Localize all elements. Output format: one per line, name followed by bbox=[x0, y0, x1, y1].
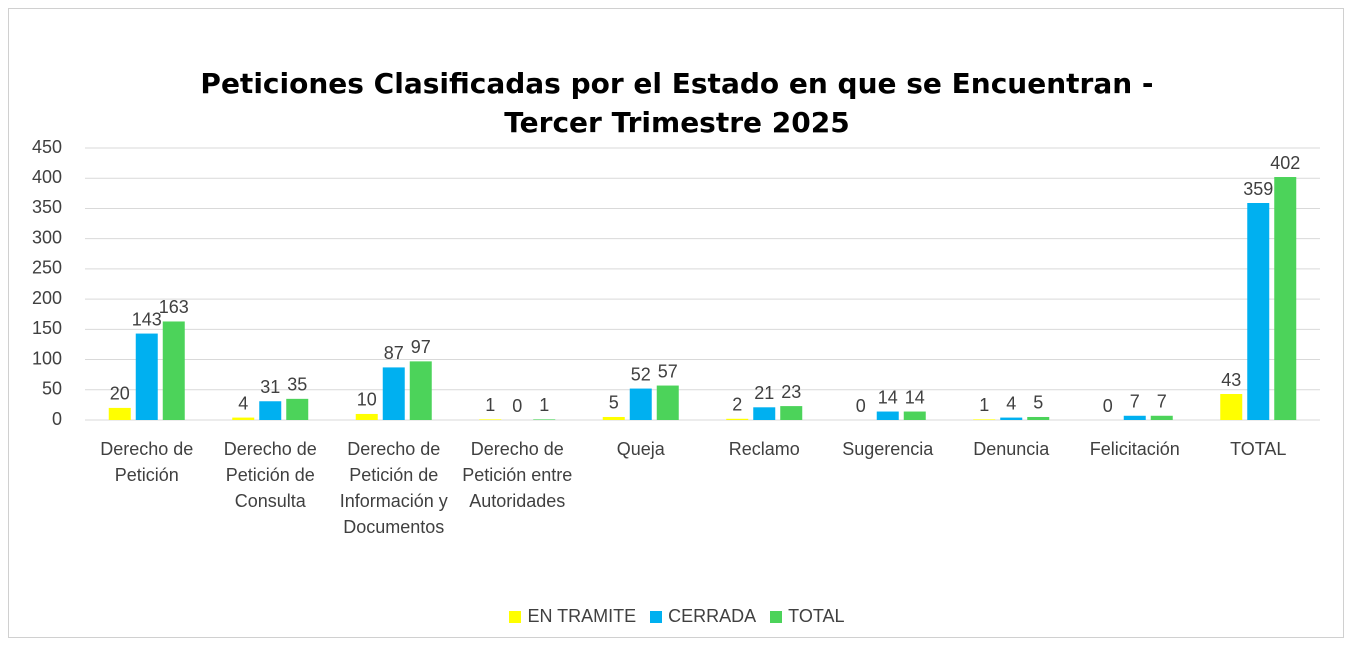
data-label: 2 bbox=[732, 395, 742, 415]
bar bbox=[1150, 415, 1173, 420]
x-tick-label: Sugerencia bbox=[842, 439, 934, 459]
data-label: 87 bbox=[384, 343, 404, 363]
bar bbox=[1247, 203, 1270, 420]
data-label: 57 bbox=[658, 361, 678, 381]
bar bbox=[753, 407, 776, 420]
bar bbox=[726, 418, 749, 420]
y-tick-label: 300 bbox=[32, 227, 62, 247]
legend-item: CERRADA bbox=[650, 606, 756, 627]
data-label: 402 bbox=[1270, 153, 1300, 173]
x-tick-label: Derecho de Petición de Consulta bbox=[223, 439, 317, 511]
bar bbox=[1220, 394, 1243, 420]
bar bbox=[780, 406, 803, 420]
bar bbox=[876, 411, 899, 420]
x-tick-label: Reclamo bbox=[728, 439, 800, 459]
data-label: 359 bbox=[1243, 179, 1273, 199]
data-label: 5 bbox=[1033, 393, 1043, 413]
x-tick-label: Queja bbox=[616, 439, 665, 459]
x-tick-label: Derecho de Petición entre Autoridades bbox=[462, 439, 573, 511]
data-label: 20 bbox=[110, 384, 130, 404]
data-label: 1 bbox=[485, 395, 495, 415]
bar bbox=[259, 401, 282, 420]
legend-item: EN TRAMITE bbox=[509, 606, 636, 627]
data-label: 7 bbox=[1157, 392, 1167, 412]
data-label: 23 bbox=[781, 382, 801, 402]
data-label: 0 bbox=[512, 396, 522, 416]
bar bbox=[162, 321, 185, 420]
bar bbox=[1274, 177, 1297, 420]
bar bbox=[629, 388, 652, 420]
y-tick-label: 350 bbox=[32, 197, 62, 217]
bar bbox=[382, 367, 405, 420]
legend-label: TOTAL bbox=[788, 606, 845, 626]
bar bbox=[1027, 416, 1050, 420]
legend-label: CERRADA bbox=[668, 606, 757, 626]
x-tick-label: Denuncia bbox=[973, 439, 1050, 459]
data-label: 5 bbox=[609, 393, 619, 413]
y-tick-label: 0 bbox=[52, 409, 62, 429]
data-label: 10 bbox=[357, 390, 377, 410]
data-label: 0 bbox=[1103, 396, 1113, 416]
data-label: 14 bbox=[878, 387, 898, 407]
data-label: 143 bbox=[132, 309, 162, 329]
data-label: 163 bbox=[159, 297, 189, 317]
bar bbox=[479, 419, 502, 420]
bar bbox=[286, 398, 309, 420]
bar bbox=[533, 419, 556, 420]
x-tick-label: Derecho de Petición bbox=[100, 439, 194, 485]
data-label: 35 bbox=[287, 375, 307, 395]
y-tick-label: 450 bbox=[32, 137, 62, 157]
x-tick-label: TOTAL bbox=[1230, 439, 1287, 459]
y-tick-label: 250 bbox=[32, 258, 62, 278]
data-label: 4 bbox=[238, 393, 248, 413]
data-label: 14 bbox=[905, 387, 925, 407]
legend-item: TOTAL bbox=[770, 606, 845, 627]
legend-swatch bbox=[770, 610, 783, 623]
bar bbox=[232, 417, 255, 420]
legend-label: EN TRAMITE bbox=[527, 606, 637, 626]
data-label: 0 bbox=[856, 396, 866, 416]
y-tick-label: 50 bbox=[42, 379, 62, 399]
data-label: 1 bbox=[539, 395, 549, 415]
bar bbox=[1123, 415, 1146, 420]
y-tick-label: 400 bbox=[32, 167, 62, 187]
chart-title: Peticiones Clasificadas por el Estado en… bbox=[200, 67, 1154, 139]
data-label: 4 bbox=[1006, 393, 1016, 413]
bar bbox=[1000, 417, 1023, 420]
data-label: 21 bbox=[754, 383, 774, 403]
bar bbox=[409, 361, 432, 420]
bar bbox=[656, 385, 679, 420]
y-tick-label: 150 bbox=[32, 318, 62, 338]
legend-swatch bbox=[509, 610, 522, 623]
data-label: 52 bbox=[631, 364, 651, 384]
bar bbox=[355, 413, 378, 420]
data-label: 43 bbox=[1221, 370, 1241, 390]
y-tick-label: 200 bbox=[32, 288, 62, 308]
y-tick-label: 100 bbox=[32, 348, 62, 368]
bar bbox=[135, 333, 158, 420]
bar bbox=[108, 407, 131, 420]
legend: EN TRAMITE CERRADA TOTAL bbox=[0, 606, 1354, 627]
x-tick-label: Derecho de Petición de Información y Doc… bbox=[339, 439, 448, 537]
data-label: 7 bbox=[1130, 392, 1140, 412]
x-tick-label: Felicitación bbox=[1089, 439, 1180, 459]
bar bbox=[903, 411, 926, 420]
data-label: 1 bbox=[979, 395, 989, 415]
legend-swatch bbox=[650, 610, 663, 623]
chart-frame bbox=[8, 8, 1344, 638]
data-label: 97 bbox=[411, 337, 431, 357]
bar bbox=[602, 416, 625, 420]
bar bbox=[973, 419, 996, 420]
data-label: 31 bbox=[260, 377, 280, 397]
